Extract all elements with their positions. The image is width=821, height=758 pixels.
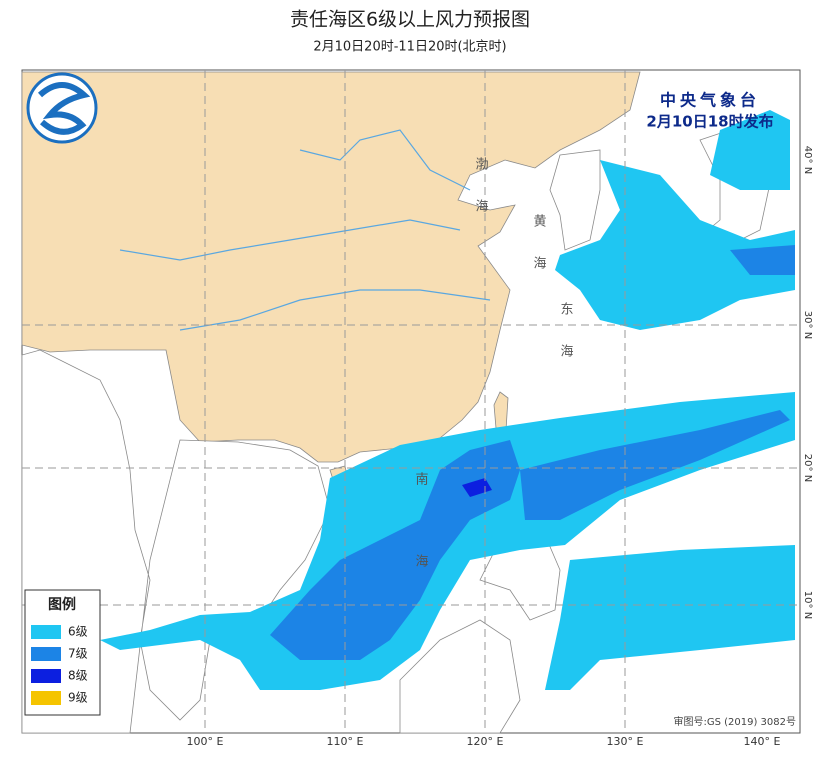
sea-label: 东	[560, 303, 573, 318]
river	[179, 289, 491, 331]
wind-area	[730, 245, 795, 275]
sea-label: 黄	[533, 215, 546, 230]
legend-label: 9级	[68, 691, 88, 705]
sea-label: 渤	[475, 157, 488, 173]
axis-labels: 100° E 110° E 120° E 130° E 140° E 40° N 30° N…	[187, 146, 813, 748]
graticule	[22, 70, 800, 733]
wind-area	[555, 160, 795, 330]
legend-swatch	[31, 625, 61, 639]
issue-time: 2月10日18时发布	[646, 113, 773, 131]
borneo	[399, 619, 521, 734]
lat-label: 10° N	[802, 591, 813, 619]
wind-area	[545, 545, 795, 690]
river	[299, 129, 471, 191]
sea-label: 南	[415, 472, 428, 488]
logo	[26, 72, 98, 144]
legend-label: 6级	[68, 625, 88, 639]
legend-swatch	[31, 647, 61, 661]
wind-area	[270, 440, 520, 660]
legend-swatch	[31, 691, 61, 705]
legend: 图例 6级 7级 8级 9级	[24, 589, 101, 716]
legend-swatch	[31, 669, 61, 683]
lon-label: 130° E	[607, 735, 644, 748]
subtitle: 2月10日20时-11日20时(北京时)	[313, 40, 506, 55]
map-approval: 审图号:GS (2019) 3082号	[673, 715, 796, 728]
lat-label: 40° N	[802, 146, 813, 174]
sea-label: 海	[560, 345, 573, 360]
lat-label: 30° N	[802, 311, 813, 339]
river	[119, 219, 461, 261]
title: 责任海区6级以上风力预报图	[290, 9, 530, 31]
lon-label: 110° E	[327, 735, 364, 748]
legend-title: 图例	[48, 596, 76, 613]
map-area	[21, 69, 801, 734]
wind-area	[710, 110, 790, 190]
sea-label: 海	[475, 200, 488, 215]
lon-label: 100° E	[187, 735, 224, 748]
lon-label: 140° E	[744, 735, 781, 748]
legend-label: 7级	[68, 647, 88, 661]
lat-label: 20° N	[802, 454, 813, 482]
lon-label: 120° E	[467, 735, 504, 748]
legend-label: 8级	[68, 669, 88, 683]
sea-label: 海	[415, 555, 428, 570]
korea	[549, 149, 601, 251]
china-land	[21, 71, 641, 463]
wind-area	[520, 410, 790, 520]
issuer-name: 中央气象台	[660, 91, 760, 110]
wind-areas	[100, 110, 795, 690]
sea-label: 海	[533, 257, 546, 272]
